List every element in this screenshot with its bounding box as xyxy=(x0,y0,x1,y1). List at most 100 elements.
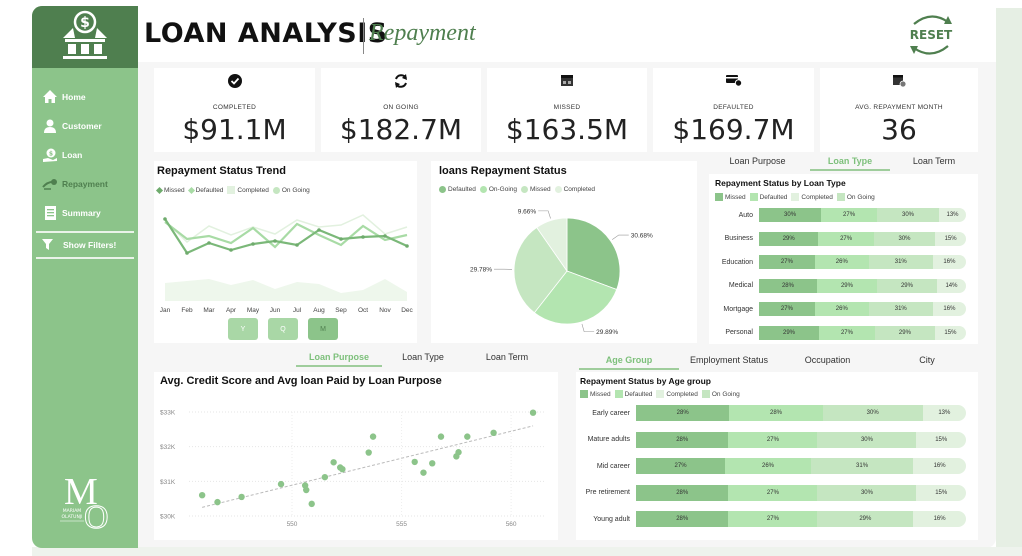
kpi-label: MISSED xyxy=(553,104,581,111)
tab-loan-purpose[interactable]: Loan Purpose xyxy=(729,156,786,166)
scatter-point xyxy=(339,466,346,473)
category-label: Young adult xyxy=(593,515,630,523)
category-label: Pre retirement xyxy=(585,489,630,496)
stacked-bar: 28% 27% 30% 15% xyxy=(636,484,966,501)
legend-item-defaulted: Defaulted xyxy=(749,193,787,201)
tab-employment-status[interactable]: Employment Status xyxy=(689,355,769,365)
tab-loan-type[interactable]: Loan Type xyxy=(810,156,890,171)
bar-segment-completed: 29% xyxy=(817,511,914,527)
tab-loan-purpose[interactable]: Loan Purpose xyxy=(296,352,382,367)
legend-item-ongoing: On Going xyxy=(272,186,310,194)
x-tick-label: Oct xyxy=(358,307,368,314)
bar-row: Personal 29% 27% 29% 15% xyxy=(709,325,966,340)
category-label: Education xyxy=(721,258,753,266)
card-default-icon xyxy=(653,73,814,91)
stacked-bar: 28% 29% 29% 14% xyxy=(759,278,966,293)
category-label: Mortgage xyxy=(723,305,753,313)
scatter-point xyxy=(529,409,537,416)
data-point xyxy=(273,239,277,243)
refresh-icon xyxy=(321,73,481,91)
granularity-year-button[interactable]: Y xyxy=(228,318,258,340)
age-panel: Repayment Status by Age group Missed Def… xyxy=(576,372,978,540)
kpi-avg-repayment-month: AVG. REPAYMENT MONTH 36 xyxy=(820,68,978,152)
bar-row: Pre retirement 28% 27% 30% 15% xyxy=(576,484,966,501)
sidebar-item-loan[interactable]: $ Loan xyxy=(32,140,138,169)
granularity-month-button[interactable]: M xyxy=(308,318,338,340)
x-tick-label: Nov xyxy=(379,307,391,314)
stacked-bar: 27% 26% 31% 16% xyxy=(759,302,966,316)
page-title: LOAN ANALYSIS xyxy=(144,18,388,49)
scatter-tabs: Loan Purpose Loan Type Loan Term xyxy=(296,352,566,367)
legend-label: On Going xyxy=(281,186,310,194)
tab-city[interactable]: City xyxy=(919,355,935,365)
tab-age-group[interactable]: Age Group xyxy=(579,355,679,370)
calendar-clock-icon xyxy=(820,73,978,91)
right-strip xyxy=(996,8,1022,548)
kpi-value: $182.7M xyxy=(339,113,463,146)
legend-marker xyxy=(701,390,710,398)
sidebar-item-label: Home xyxy=(62,91,86,102)
kpi-value: $91.1M xyxy=(182,113,287,146)
reset-label: RESET xyxy=(910,28,953,42)
tab-occupation[interactable]: Occupation xyxy=(804,355,851,365)
loan-type-legend: Missed Defaulted Completed On Going xyxy=(715,193,875,201)
tab-loan-term[interactable]: Loan Term xyxy=(912,156,956,166)
x-tick-label: Apr xyxy=(226,307,237,314)
category-label: Business xyxy=(724,235,753,242)
tab-loan-type[interactable]: Loan Type xyxy=(402,352,444,362)
sidebar-item-home[interactable]: Home xyxy=(32,82,138,111)
legend-item-missed: Missed xyxy=(580,390,611,398)
leader-line xyxy=(581,323,595,332)
sidebar-item-customer[interactable]: Customer xyxy=(32,111,138,140)
bar-segment-completed: 30% xyxy=(822,405,923,421)
legend-label: Missed xyxy=(530,186,551,193)
scatter-title: Avg. Credit Score and Avg loan Paid by L… xyxy=(160,375,442,387)
show-filters-button[interactable]: Show Filters! xyxy=(32,233,138,257)
trend-title: Repayment Status Trend xyxy=(157,165,286,177)
scatter-point xyxy=(420,469,427,476)
data-point xyxy=(405,244,409,248)
check-circle-icon xyxy=(154,73,315,91)
pie-slice-defaulted xyxy=(566,217,621,291)
age-legend: Missed Defaulted Completed On Going xyxy=(580,390,740,398)
leader-line xyxy=(538,210,551,219)
sidebar-item-summary[interactable]: Summary xyxy=(32,198,138,227)
bar-segment-on-going: 15% xyxy=(916,431,966,448)
stacked-bar: 28% 28% 30% 13% xyxy=(636,405,966,421)
bar-segment-defaulted: 27% xyxy=(818,231,874,246)
bar-row: Young adult 28% 27% 29% 16% xyxy=(576,511,966,527)
legend-label: Defaulted xyxy=(448,186,476,193)
x-tick-label: May xyxy=(247,307,260,314)
scatter-point xyxy=(214,498,221,506)
legend-item-defaulted: Defaulted xyxy=(614,390,652,398)
legend-marker xyxy=(656,390,665,398)
bar-segment-defaulted: 26% xyxy=(814,255,869,269)
tab-loan-term[interactable]: Loan Term xyxy=(485,352,529,362)
category-label: Mid career xyxy=(596,462,630,470)
granularity-quarter-button[interactable]: Q xyxy=(268,318,298,340)
scatter-point xyxy=(303,486,310,494)
sidebar-item-repayment[interactable]: Repayment xyxy=(32,169,138,198)
stacked-bar: 28% 27% 29% 16% xyxy=(636,511,966,527)
scatter-point xyxy=(365,449,372,456)
bar-segment-on-going: 16% xyxy=(913,458,966,474)
kpi-value: 36 xyxy=(881,113,917,146)
title-divider xyxy=(363,18,364,54)
data-point xyxy=(185,251,189,255)
kpi-missed: MISSED $163.5M xyxy=(487,68,647,152)
bar-row: Education 27% 26% 31% 16% xyxy=(709,255,966,269)
reset-button[interactable]: RESET xyxy=(906,10,956,58)
data-point xyxy=(361,235,365,239)
scatter-point xyxy=(411,458,418,466)
stacked-bar: 27% 26% 31% 16% xyxy=(759,255,966,269)
bar-segment-completed: 29% xyxy=(874,325,935,340)
y-tick-label: $33K xyxy=(160,410,176,417)
legend-marker xyxy=(554,186,562,193)
svg-text:$: $ xyxy=(80,15,90,31)
bar-segment-on-going: 16% xyxy=(913,511,966,527)
brand-initial-o: O xyxy=(84,499,109,536)
bar-row: Mortgage 27% 26% 31% 16% xyxy=(709,302,966,316)
bar-segment-missed: 28% xyxy=(636,484,729,501)
x-tick-label: Aug xyxy=(313,307,325,314)
legend-label: Completed xyxy=(237,186,269,194)
